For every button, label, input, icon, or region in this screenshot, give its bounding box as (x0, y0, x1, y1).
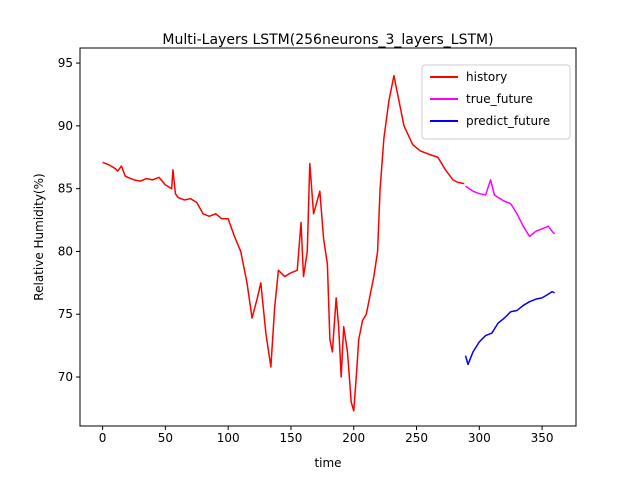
legend-box (421, 64, 571, 140)
series-line (464, 290, 555, 366)
legend-label: history (466, 70, 507, 84)
y-tick-label: 90 (58, 119, 73, 133)
plot-frame (79, 47, 577, 427)
y-tick-label: 95 (58, 56, 73, 70)
y-tick-label: 70 (58, 370, 73, 384)
y-tick-label: 75 (58, 307, 73, 321)
x-tick-label: 300 (468, 431, 491, 445)
legend-label: true_future (466, 92, 533, 106)
chart-title: Multi-Layers LSTM(256neurons_3_layers_LS… (162, 32, 493, 48)
x-tick-label: 150 (280, 431, 303, 445)
x-tick-label: 50 (158, 431, 173, 445)
x-tick-label: 100 (217, 431, 240, 445)
series-line (465, 179, 556, 238)
y-tick-label: 80 (58, 244, 73, 258)
x-tick-label: 350 (531, 431, 554, 445)
x-tick-label: 200 (342, 431, 365, 445)
legend-label: predict_future (466, 114, 550, 128)
x-tick-label: 0 (99, 431, 107, 445)
x-tick-label: 250 (405, 431, 428, 445)
y-axis-label: Relative Humidity(%) (32, 173, 46, 300)
series-line (102, 74, 465, 412)
y-tick-label: 85 (58, 182, 73, 196)
x-axis-label: time (314, 456, 341, 470)
